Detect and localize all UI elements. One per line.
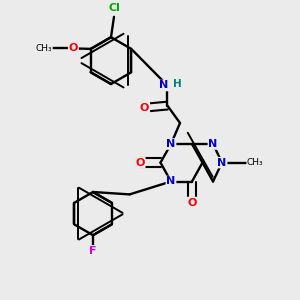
Text: N: N (159, 80, 168, 91)
Text: H: H (173, 79, 182, 89)
Text: F: F (89, 246, 97, 256)
Text: Cl: Cl (108, 3, 120, 13)
Text: N: N (208, 139, 217, 149)
Text: O: O (140, 103, 149, 113)
Text: O: O (187, 197, 197, 208)
Text: N: N (167, 139, 176, 149)
Text: CH₃: CH₃ (36, 44, 52, 53)
Text: N: N (218, 158, 226, 168)
Text: O: O (135, 158, 145, 168)
Text: N: N (167, 176, 176, 187)
Text: O: O (69, 43, 78, 53)
Text: CH₃: CH₃ (247, 158, 263, 167)
